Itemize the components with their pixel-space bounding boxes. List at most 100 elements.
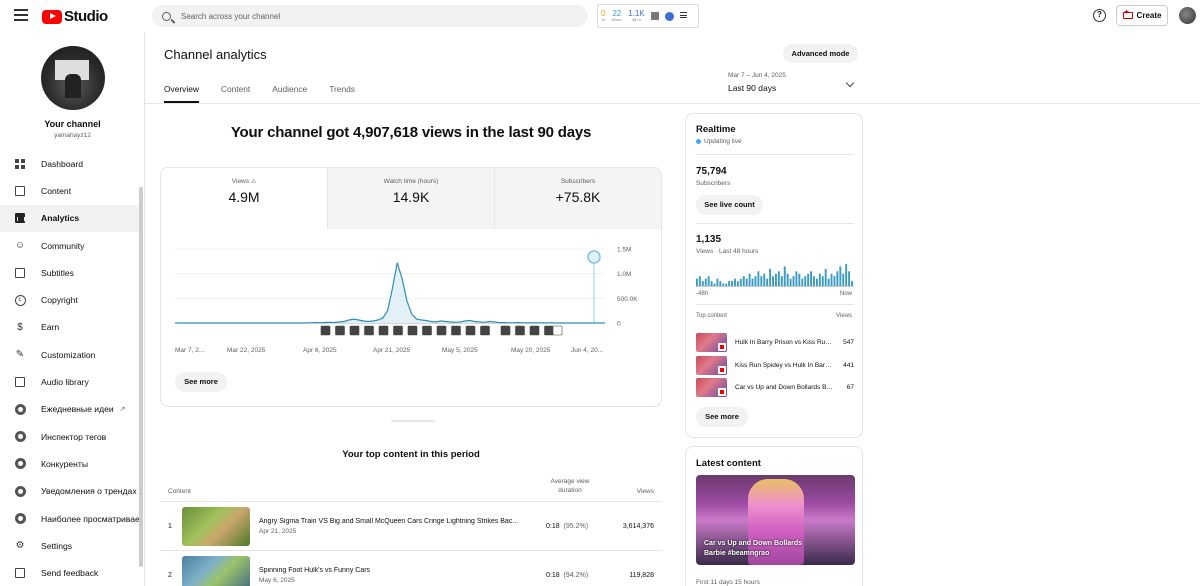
tab-content[interactable]: Content — [220, 84, 251, 94]
spark-bar[interactable] — [777, 271, 780, 286]
chart-upload-marker[interactable] — [451, 325, 461, 336]
chart-upload-marker[interactable] — [500, 325, 511, 336]
chart-upload-marker[interactable] — [378, 325, 389, 336]
spark-bar[interactable] — [842, 273, 845, 286]
spark-bar[interactable] — [742, 276, 745, 286]
spark-bar[interactable] — [786, 273, 789, 286]
sidebar-item-customization[interactable]: ✎ Customization — [0, 341, 140, 368]
advanced-mode-button[interactable]: Advanced mode — [783, 44, 858, 63]
spark-bar[interactable] — [716, 278, 719, 286]
spark-bar[interactable] — [807, 273, 810, 286]
ext-logo-icon[interactable] — [664, 11, 674, 21]
spark-bar[interactable] — [833, 276, 836, 286]
sidebar-item-daily-ideas[interactable]: Ежедневные идеи ↗ — [0, 396, 140, 423]
spark-bar[interactable] — [728, 281, 731, 286]
spark-bar[interactable] — [792, 276, 795, 286]
spark-bar[interactable] — [827, 278, 830, 286]
spark-bar[interactable] — [722, 283, 725, 286]
tab-audience[interactable]: Audience — [272, 84, 308, 94]
metric-subscribers[interactable]: Subscribers +75.8K — [494, 168, 661, 229]
list-item[interactable]: Hulk In Barry Prison vs Kiss Run Spidey … — [696, 333, 854, 353]
spark-bar[interactable] — [757, 271, 760, 286]
ext-grid-icon[interactable] — [650, 12, 659, 20]
spark-bar[interactable] — [745, 278, 748, 286]
sidebar-item-tag-inspector[interactable]: Инспектор тегов — [0, 423, 140, 450]
chart-upload-marker[interactable] — [320, 325, 331, 336]
table-row[interactable]: 2 Spinning Foot Hulk's vs Funny Cars May… — [160, 552, 662, 586]
spark-bar[interactable] — [734, 278, 736, 286]
spark-bar[interactable] — [783, 266, 786, 286]
spark-bar[interactable] — [798, 273, 801, 286]
chart-upload-marker[interactable] — [529, 325, 540, 336]
sidebar-item-community[interactable]: ☺ Community — [0, 232, 140, 259]
spark-bar[interactable] — [851, 281, 853, 286]
spark-bar[interactable] — [748, 273, 751, 286]
create-button[interactable]: Create — [1116, 5, 1168, 26]
help-icon[interactable]: ? — [1093, 9, 1106, 22]
chart-upload-marker[interactable] — [422, 325, 432, 336]
spark-bar[interactable] — [719, 281, 722, 286]
spark-bar[interactable] — [731, 281, 734, 286]
sidebar-scrollbar[interactable] — [139, 187, 143, 567]
spark-bar[interactable] — [766, 278, 769, 286]
see-more-button[interactable]: See more — [175, 372, 227, 392]
chart-upload-marker[interactable] — [407, 325, 418, 336]
see-more-button[interactable]: See more — [696, 407, 748, 427]
spark-bar[interactable] — [736, 281, 739, 286]
sidebar-item-content[interactable]: Content — [0, 177, 140, 204]
chart-upload-marker[interactable] — [544, 325, 554, 336]
spark-bar[interactable] — [830, 273, 833, 286]
channel-avatar[interactable] — [41, 46, 105, 110]
spark-bar[interactable] — [839, 266, 842, 286]
chart-today-marker[interactable] — [587, 250, 601, 264]
list-item[interactable]: Car vs Up and Down Bollards Barbie 67 — [696, 378, 854, 398]
spark-bar[interactable] — [813, 276, 815, 286]
spark-bar[interactable] — [725, 283, 728, 286]
spark-bar[interactable] — [763, 273, 766, 286]
chart-upload-marker[interactable] — [465, 325, 476, 336]
studio-logo[interactable]: Studio — [42, 8, 108, 25]
latest-video-thumbnail[interactable]: Car vs Up and Down Bollards Barbie #beam… — [696, 475, 855, 565]
sidebar-item-subtitles[interactable]: Subtitles — [0, 259, 140, 286]
chart-upload-marker[interactable] — [480, 325, 490, 336]
sidebar-item-dashboard[interactable]: Dashboard — [0, 150, 140, 177]
metric-views[interactable]: Views ⚠ 4.9M — [161, 168, 327, 229]
chart-upload-marker[interactable] — [393, 325, 403, 336]
spark-bar[interactable] — [775, 273, 777, 286]
spark-bar[interactable] — [836, 271, 839, 286]
spark-bar[interactable] — [696, 278, 698, 286]
sidebar-item-most-viewed[interactable]: Наиболее просматриваемые — [0, 505, 140, 532]
sidebar-item-copyright[interactable]: c Copyright — [0, 286, 140, 313]
ext-menu-icon[interactable] — [679, 12, 687, 20]
chart-upload-marker[interactable] — [364, 325, 374, 336]
date-range-picker[interactable]: Mar 7 – Jun 4, 2025 Last 90 days — [728, 72, 856, 93]
spark-bar[interactable] — [815, 278, 818, 286]
spark-bar[interactable] — [760, 276, 763, 286]
sidebar-item-audio-library[interactable]: Audio library — [0, 368, 140, 395]
video-title[interactable]: Angry Sigma Train VS Big and Small McQue… — [259, 518, 519, 525]
tab-trends[interactable]: Trends — [329, 84, 355, 94]
spark-bar[interactable] — [704, 278, 707, 286]
chart-upload-marker[interactable] — [436, 325, 447, 336]
spark-bar[interactable] — [710, 281, 713, 286]
chart-upload-marker[interactable] — [515, 325, 525, 336]
chart-upload-marker[interactable] — [349, 325, 360, 336]
spark-bar[interactable] — [713, 283, 716, 286]
spark-bar[interactable] — [789, 278, 792, 286]
chart-upload-marker[interactable] — [552, 325, 563, 336]
list-item[interactable]: Kiss Run Spidey vs Hulk In Barry Prison … — [696, 356, 854, 376]
spark-bar[interactable] — [810, 271, 813, 286]
spark-bar[interactable] — [795, 271, 798, 286]
sidebar-item-trend-alerts[interactable]: Уведомления о трендах — [0, 478, 140, 505]
spark-bar[interactable] — [698, 276, 701, 286]
see-live-count-button[interactable]: See live count — [696, 195, 763, 215]
account-avatar[interactable] — [1179, 7, 1196, 24]
spark-bar[interactable] — [707, 276, 710, 286]
sidebar-item-analytics[interactable]: Analytics — [0, 204, 140, 232]
spark-bar[interactable] — [801, 278, 804, 286]
spark-bar[interactable] — [804, 276, 807, 286]
spark-bar[interactable] — [780, 276, 783, 286]
tab-overview[interactable]: Overview — [164, 84, 199, 103]
extension-toolbar[interactable]: 0 1h 22 60sec 1.1K 48 hr — [597, 4, 699, 28]
sidebar-item-send-feedback[interactable]: Send feedback — [0, 559, 140, 586]
